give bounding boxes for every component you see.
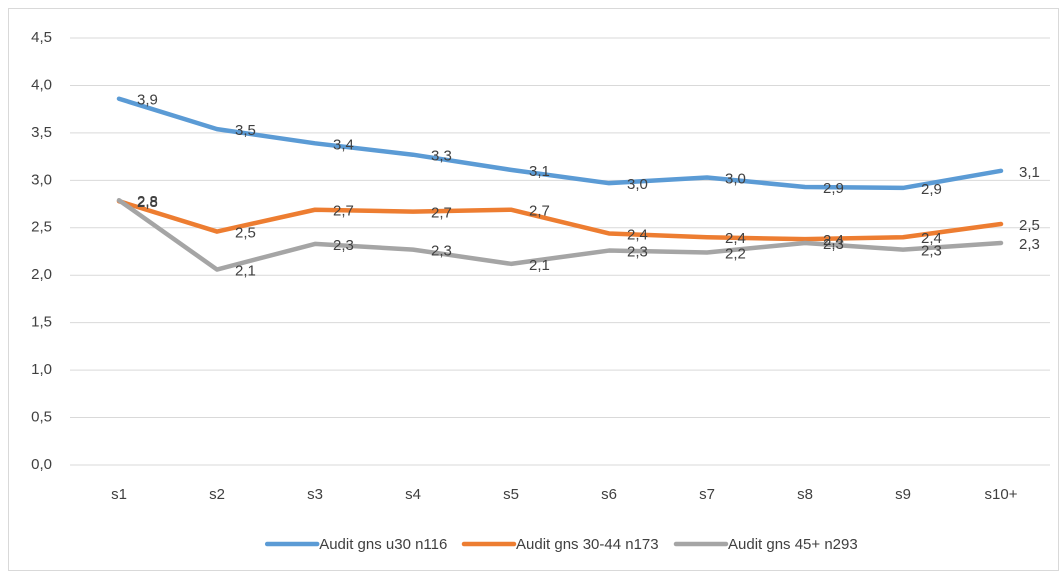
data-label: 2,7 — [529, 203, 550, 220]
x-tick-label: s9 — [895, 486, 911, 503]
series-line — [116, 198, 1004, 242]
y-tick-label: 0,0 — [31, 456, 52, 473]
series-line — [116, 96, 1004, 191]
data-label: 2,4 — [725, 230, 746, 247]
data-label: 3,4 — [333, 136, 354, 153]
x-tick-label: s3 — [307, 486, 323, 503]
x-tick-label: s6 — [601, 486, 617, 503]
y-tick-label: 1,5 — [31, 314, 52, 331]
data-label: 2,4 — [921, 230, 942, 247]
y-tick-label: 2,0 — [31, 266, 52, 283]
data-label: 2,5 — [1019, 217, 1040, 234]
data-label: 3,1 — [529, 163, 550, 180]
y-tick-label: 1,0 — [31, 361, 52, 378]
data-label: 3,0 — [725, 170, 746, 187]
legend-label: Audit gns 30-44 n173 — [516, 536, 659, 553]
data-label: 2,8 — [137, 193, 158, 210]
legend-label: Audit gns u30 n116 — [319, 536, 447, 553]
x-tick-label: s8 — [797, 486, 813, 503]
y-tick-label: 4,0 — [31, 76, 52, 93]
y-tick-label: 2,5 — [31, 219, 52, 236]
data-label: 2,1 — [235, 262, 256, 279]
data-label: 2,9 — [823, 180, 844, 197]
data-label: 3,5 — [235, 122, 256, 139]
data-label: 2,7 — [431, 205, 452, 222]
data-label: 2,8 — [137, 194, 158, 211]
data-label: 3,1 — [1019, 164, 1040, 181]
x-tick-label: s2 — [209, 486, 225, 503]
data-label: 2,2 — [725, 245, 746, 262]
x-tick-label: s7 — [699, 486, 715, 503]
data-label: 2,3 — [333, 237, 354, 254]
data-label: 2,3 — [823, 236, 844, 253]
x-tick-label: s1 — [111, 486, 127, 503]
legend-label: Audit gns 45+ n293 — [728, 536, 858, 553]
data-label: 3,9 — [137, 92, 158, 109]
data-label: 2,3 — [921, 243, 942, 260]
data-label: 3,3 — [431, 148, 452, 165]
y-tick-label: 3,0 — [31, 171, 52, 188]
data-label: 2,3 — [431, 243, 452, 260]
data-label: 2,1 — [529, 257, 550, 274]
series-line — [116, 198, 1004, 272]
x-tick-label: s10+ — [985, 486, 1018, 503]
data-label: 2,5 — [235, 225, 256, 242]
data-label: 2,3 — [627, 244, 648, 261]
data-label: 2,4 — [627, 226, 648, 243]
x-tick-label: s4 — [405, 486, 421, 503]
chart-border — [8, 8, 1059, 571]
y-tick-label: 4,5 — [31, 29, 52, 46]
y-tick-label: 3,5 — [31, 124, 52, 141]
data-label: 2,7 — [333, 203, 354, 220]
data-label: 3,0 — [627, 176, 648, 193]
y-tick-label: 0,5 — [31, 409, 52, 426]
data-label: 2,9 — [921, 181, 942, 198]
x-tick-label: s5 — [503, 486, 519, 503]
data-label: 2,4 — [823, 232, 844, 249]
data-label: 2,3 — [1019, 236, 1040, 253]
